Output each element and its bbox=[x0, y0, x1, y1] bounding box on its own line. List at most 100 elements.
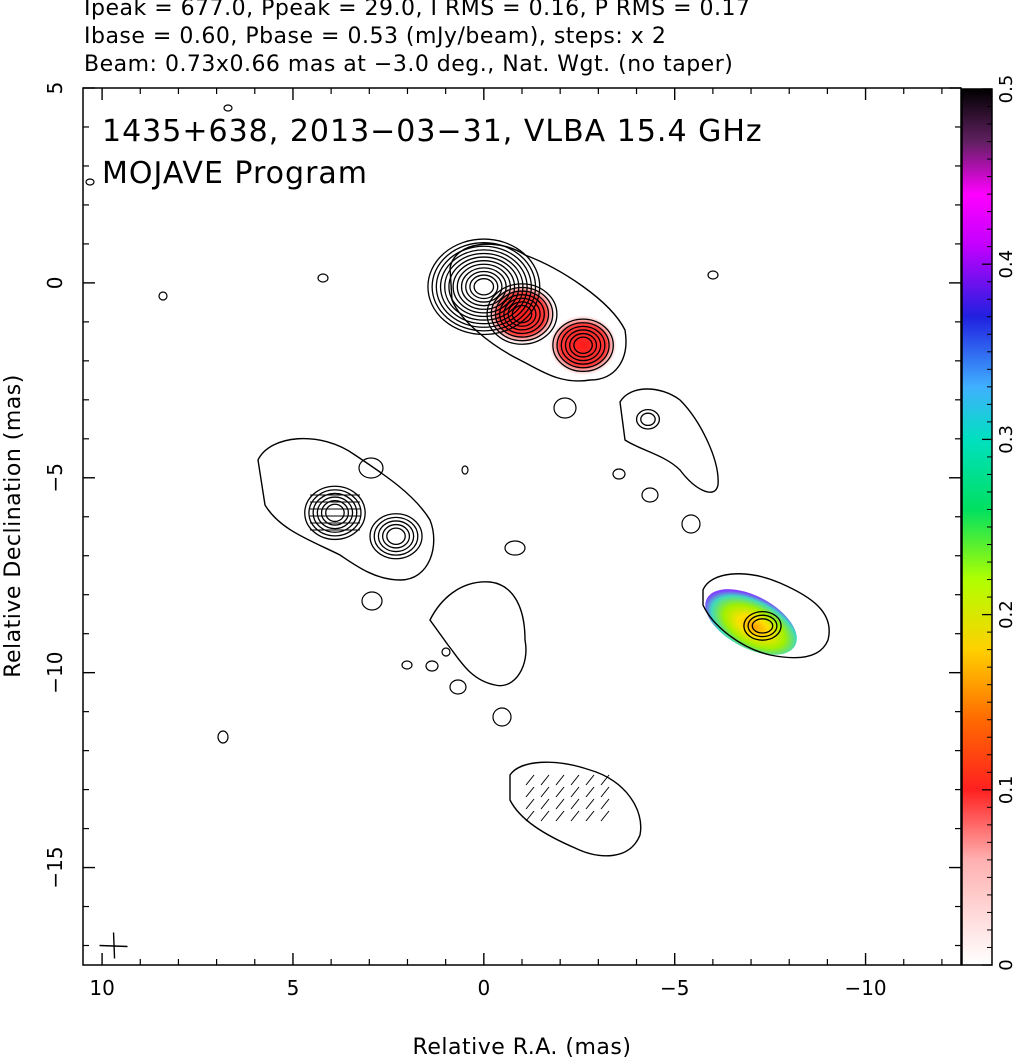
noise-contour-5 bbox=[641, 487, 659, 503]
jet-outer-contour-2 bbox=[619, 388, 719, 493]
contour-component-1-level-2 bbox=[494, 290, 550, 338]
polarization-patch-2 bbox=[705, 589, 797, 655]
polarization-vector-20 bbox=[600, 774, 610, 786]
contour-component-4-level-1 bbox=[373, 516, 419, 556]
contour-component-3-level-0 bbox=[304, 485, 366, 541]
colorbar-tick-label: 0.3 bbox=[996, 425, 1017, 454]
polarization-vector-7 bbox=[540, 810, 550, 822]
x-axis-title: Relative R.A. (mas) bbox=[413, 1035, 632, 1060]
noise-contour-9 bbox=[461, 465, 469, 475]
polarization-vector-11 bbox=[555, 810, 565, 822]
polarization-vector-2 bbox=[525, 798, 535, 810]
jet-outer-contour-5 bbox=[702, 573, 830, 659]
contour-component-1-level-3 bbox=[499, 294, 545, 335]
polarization-vector-5 bbox=[540, 786, 550, 798]
polarization-vector-18 bbox=[585, 798, 595, 810]
polarization-vector-4 bbox=[540, 774, 550, 786]
contour-component-0-level-5 bbox=[448, 256, 520, 318]
contour-component-1-level-0 bbox=[486, 283, 558, 345]
contour-component-5-level-0 bbox=[635, 408, 661, 430]
noise-contour-15 bbox=[441, 647, 451, 657]
beam-cross-vertical bbox=[112, 932, 116, 959]
polarization-vector-1 bbox=[525, 786, 535, 798]
noise-contour-10 bbox=[707, 270, 719, 280]
contour-component-2-level-2 bbox=[560, 325, 606, 365]
contour-component-3-level-3 bbox=[316, 496, 354, 530]
noise-contour-7 bbox=[492, 707, 512, 727]
y-tick-label: −15 bbox=[43, 846, 67, 888]
polarization-vector-9 bbox=[555, 786, 565, 798]
contour-component-0-level-0 bbox=[427, 238, 541, 336]
contour-component-2-level-4 bbox=[569, 332, 598, 358]
y-tick-label: −10 bbox=[43, 652, 67, 694]
contour-component-6-level-1 bbox=[747, 614, 778, 638]
contour-component-3-level-4 bbox=[320, 500, 349, 526]
contour-component-1-level-4 bbox=[503, 297, 541, 331]
colorbar-tick-label: 0.1 bbox=[996, 775, 1017, 804]
contour-component-0-level-4 bbox=[444, 252, 524, 321]
header-line-2: Ibase = 0.60, Pbase = 0.53 (mJy/beam), s… bbox=[84, 24, 667, 49]
plot-content bbox=[85, 104, 830, 959]
plot-frame bbox=[82, 87, 962, 966]
noise-contour-16 bbox=[504, 540, 526, 556]
contour-component-2-level-1 bbox=[556, 322, 610, 369]
contour-component-2-level-5 bbox=[573, 336, 593, 355]
contour-component-4-level-0 bbox=[369, 513, 423, 560]
noise-contour-0 bbox=[317, 273, 329, 283]
contour-component-1-level-5 bbox=[507, 301, 537, 327]
contour-component-1-level-6 bbox=[511, 304, 533, 324]
source-label: 1435+638, 2013−03−31, VLBA 15.4 GHz bbox=[102, 114, 763, 149]
polarization-vector-21 bbox=[600, 786, 610, 798]
axes: 10 5 0 −5 −10 5 0 −5 −10 −15 bbox=[43, 82, 961, 1000]
contour-component-0-level-3 bbox=[439, 249, 528, 325]
polarization-vector-17 bbox=[585, 786, 595, 798]
polarization-vector-8 bbox=[555, 774, 565, 786]
contour-component-4-level-4 bbox=[386, 527, 406, 545]
x-tick-label: −10 bbox=[844, 976, 886, 1000]
x-tick-label: 5 bbox=[287, 976, 300, 1000]
polarization-vector-22 bbox=[600, 798, 610, 810]
colorbar-tick-label: 0.5 bbox=[996, 75, 1017, 104]
contour-component-6-level-2 bbox=[751, 618, 774, 634]
x-tick-label: 10 bbox=[89, 976, 114, 1000]
polarization-vector-15 bbox=[570, 810, 580, 822]
polarization-patch-0 bbox=[488, 284, 556, 345]
noise-contour-13 bbox=[217, 730, 229, 744]
contour-component-0-level-6 bbox=[452, 260, 516, 314]
jet-outer-contour-0 bbox=[449, 243, 627, 382]
contour-component-2-level-3 bbox=[564, 329, 602, 362]
contour-component-2-level-0 bbox=[552, 318, 614, 373]
contour-component-1-level-1 bbox=[490, 286, 554, 342]
y-tick-label: 5 bbox=[43, 82, 67, 95]
noise-contour-12 bbox=[223, 104, 233, 112]
noise-contour-6 bbox=[449, 679, 467, 695]
header-line-3: Beam: 0.73x0.66 mas at −3.0 deg., Nat. W… bbox=[84, 52, 734, 77]
polarization-vector-12 bbox=[570, 774, 580, 786]
polarization-vector-13 bbox=[570, 786, 580, 798]
noise-contour-17 bbox=[681, 514, 701, 534]
polarization-patch-1 bbox=[549, 315, 618, 376]
polarization-vector-23 bbox=[600, 810, 610, 822]
colorbar-tick-label: 0.4 bbox=[996, 250, 1017, 279]
program-label: MOJAVE Program bbox=[102, 156, 368, 191]
contour-component-0-level-9 bbox=[465, 270, 503, 303]
polarization-vector-3 bbox=[525, 810, 535, 822]
contour-component-0-level-8 bbox=[460, 267, 507, 307]
contour-component-5-level-1 bbox=[640, 412, 656, 427]
y-tick-label: 0 bbox=[43, 277, 67, 290]
noise-contour-14 bbox=[401, 660, 413, 670]
y-tick-label: −5 bbox=[43, 463, 67, 492]
header-line-1: Ipeak = 677.0, Ppeak = 29.0, I RMS = 0.1… bbox=[84, 0, 751, 21]
contour-component-0-level-11 bbox=[473, 278, 495, 296]
contour-component-3-level-1 bbox=[308, 489, 362, 537]
noise-contour-1 bbox=[358, 457, 384, 479]
colorbar-ticks: 0 0.1 0.2 0.3 0.4 0.5 bbox=[982, 75, 1017, 971]
colorbar-tick-label: 0 bbox=[996, 959, 1017, 970]
jet-outer-contour-1 bbox=[257, 437, 435, 581]
x-tick-label: 0 bbox=[477, 976, 490, 1000]
polarization-vector-10 bbox=[555, 798, 565, 810]
contour-component-4-level-3 bbox=[381, 523, 411, 549]
polarization-vector-19 bbox=[585, 810, 595, 822]
contour-component-0-level-2 bbox=[435, 245, 532, 328]
polarization-vector-0 bbox=[525, 774, 535, 786]
